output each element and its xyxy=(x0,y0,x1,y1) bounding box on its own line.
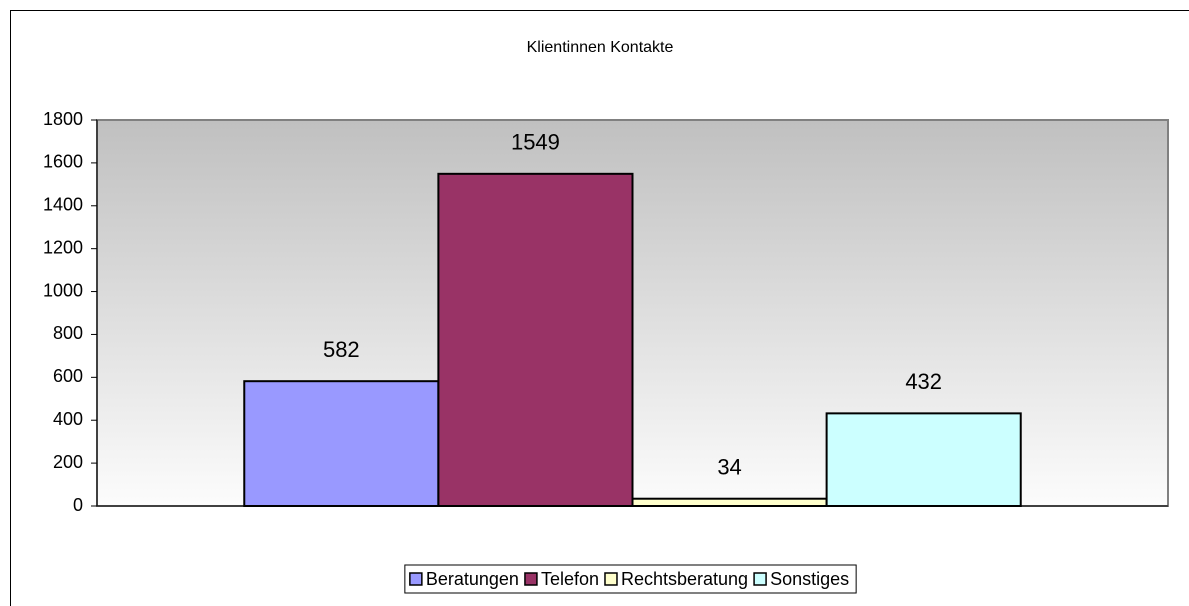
legend-swatch xyxy=(753,572,767,586)
y-tick-label: 1600 xyxy=(43,152,83,172)
y-tick-label: 200 xyxy=(53,452,83,472)
y-tick-label: 1000 xyxy=(43,280,83,300)
legend-label: Beratungen xyxy=(426,569,519,589)
data-label: 582 xyxy=(323,337,360,362)
data-label: 34 xyxy=(717,455,741,480)
y-tick-label: 1800 xyxy=(43,109,83,129)
data-label: 1549 xyxy=(511,130,560,155)
chart-title: Klientinnen Kontakte xyxy=(527,39,674,56)
legend-label: Rechtsberatung xyxy=(621,569,748,589)
bar xyxy=(243,380,440,507)
legend-label: Telefon xyxy=(541,569,599,589)
legend-swatch xyxy=(604,572,618,586)
data-label: 432 xyxy=(905,369,942,394)
legend-label: Sonstiges xyxy=(770,569,849,589)
y-tick-label: 400 xyxy=(53,409,83,429)
y-tick-label: 0 xyxy=(73,495,83,515)
y-tick-label: 800 xyxy=(53,323,83,343)
legend-swatch xyxy=(409,572,423,586)
bar xyxy=(825,412,1022,507)
y-tick-label: 1400 xyxy=(43,195,83,215)
y-tick-label: 1200 xyxy=(43,237,83,257)
bar xyxy=(437,172,634,507)
legend-swatch xyxy=(524,572,538,586)
y-tick-label: 600 xyxy=(53,366,83,386)
bar xyxy=(631,497,828,508)
legend-box xyxy=(404,564,857,594)
